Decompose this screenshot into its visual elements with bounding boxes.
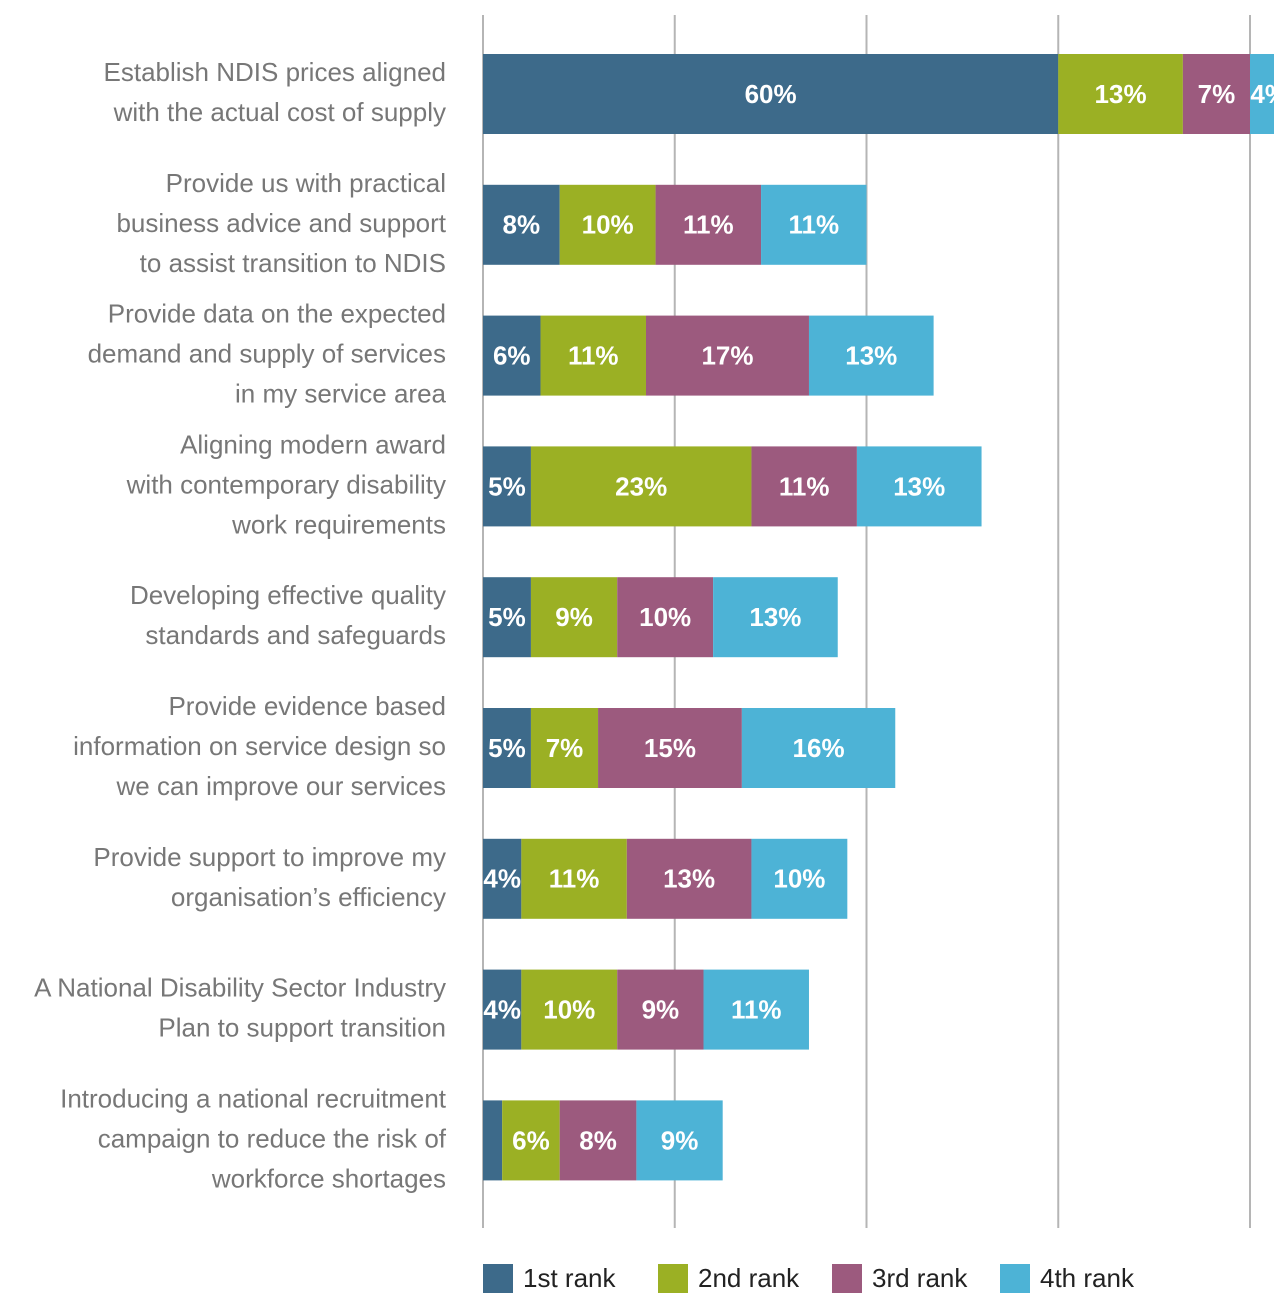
bar-segment [626,838,752,919]
legend-label: 2nd rank [698,1263,800,1293]
value-label: 7% [1198,79,1236,109]
value-label: 17% [701,340,753,370]
legend-swatch [483,1264,513,1293]
bar-segment [483,969,522,1050]
value-label: 10% [543,994,595,1024]
bar-segment [483,577,531,658]
value-label: 6% [493,340,531,370]
category-label: Establish NDIS prices aligned with the ac… [104,57,447,127]
bar-segment [483,184,560,265]
bar-segment [559,1100,637,1181]
value-label: 8% [503,210,541,240]
value-label: 13% [893,471,945,501]
value-label: 4% [483,864,521,894]
category-label: Provide evidence based information on ser… [73,691,446,801]
value-label: 5% [488,471,526,501]
bar-segment [761,184,867,265]
category-label: Developing effective quality standards an… [130,580,446,650]
bar-segment [645,315,809,396]
legend-label: 4th rank [1040,1263,1135,1293]
value-label: 7% [546,733,584,763]
value-label: 60% [745,79,797,109]
bar-segment [483,54,1059,134]
value-label: 13% [749,602,801,632]
value-label: 4% [1250,79,1274,109]
value-label: 13% [663,864,715,894]
value-label: 6% [512,1125,550,1155]
bar-segment [1058,54,1183,134]
value-label: 23% [615,471,667,501]
bar-segment [598,708,742,788]
value-label: 4% [483,994,521,1024]
bar-segment [703,969,809,1050]
bar-segment [483,1100,503,1181]
bar-segment [530,446,752,527]
bar-segment [540,315,646,396]
legend-swatch [832,1264,862,1293]
value-label: 10% [773,864,825,894]
value-label: 16% [793,733,845,763]
value-label: 15% [644,733,696,763]
legend-label: 3rd rank [872,1263,968,1293]
legend-swatch [658,1264,688,1293]
value-label: 13% [845,340,897,370]
value-label: 9% [661,1125,699,1155]
bar-segment [502,1100,560,1181]
bar-segment [636,1100,723,1181]
category-label: Provide support to improve my organisatio… [93,842,446,912]
bar-segment [483,315,541,396]
bar-segment [521,838,627,919]
bar-segment [751,838,848,919]
bar-segment [559,184,656,265]
bar-segment [530,577,618,658]
value-label: 10% [582,210,634,240]
value-label: 5% [488,602,526,632]
value-label: 5% [488,733,526,763]
bar-segment [530,708,599,788]
value-label: 8% [579,1125,617,1155]
bar-segment [808,315,934,396]
category-label: Provide data on the expected demand and s… [88,298,447,408]
bar-segment [483,708,531,788]
category-label: Aligning modern award with contemporary d… [126,429,446,539]
bar-segment [521,969,618,1050]
category-label: A National Disability Sector Industry Pla… [34,972,446,1042]
legend-swatch [1000,1264,1030,1293]
bar-segment [751,446,857,527]
bar-segment [617,577,714,658]
bar-segment [856,446,982,527]
legend-label: 1st rank [523,1263,616,1293]
value-label: 11% [779,471,830,501]
category-label: Introducing a national recruitment campai… [60,1083,447,1193]
value-label: 11% [549,864,600,894]
value-label: 9% [555,602,593,632]
bar-segment [1182,54,1250,134]
bar-segment [713,577,838,658]
value-label: 11% [731,994,782,1024]
value-label: 11% [568,340,619,370]
value-label: 13% [1095,79,1147,109]
value-label: 11% [683,210,734,240]
bar-segment [1250,54,1274,134]
value-label: 9% [642,994,680,1024]
bar-segment [483,446,531,527]
bar-segment [617,969,704,1050]
bar-segment [655,184,762,265]
value-label: 10% [639,602,691,632]
value-label: 11% [788,210,839,240]
bar-segment [741,708,896,788]
bar-segment [483,838,522,919]
category-label: Provide us with practical business advice… [116,168,446,278]
